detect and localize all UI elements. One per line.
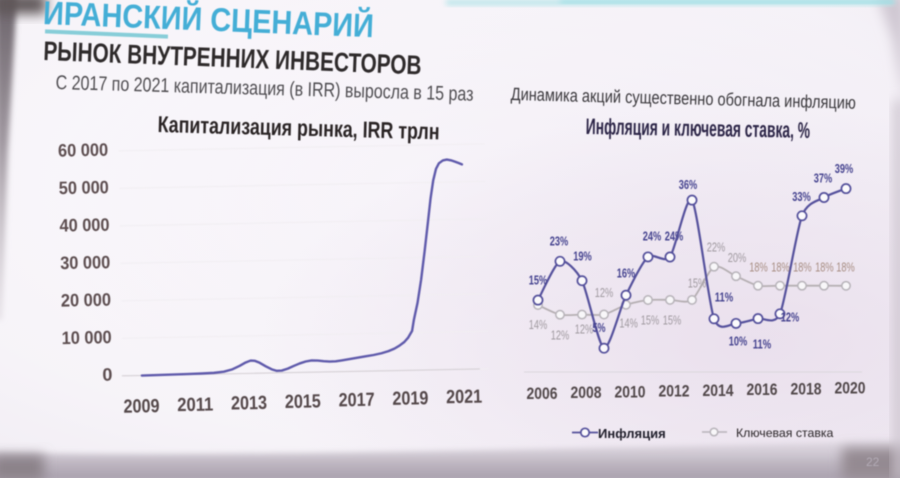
svg-text:15%: 15% [688, 276, 707, 291]
svg-text:2006: 2006 [527, 384, 558, 403]
svg-text:18%: 18% [836, 260, 855, 275]
svg-text:2018: 2018 [791, 380, 822, 399]
svg-text:60 000: 60 000 [58, 140, 108, 161]
svg-text:Инфляция: Инфляция [598, 426, 666, 441]
svg-text:20%: 20% [728, 250, 747, 265]
svg-text:2020: 2020 [835, 379, 866, 398]
svg-text:23%: 23% [550, 234, 569, 249]
svg-text:18%: 18% [771, 260, 790, 275]
svg-text:18%: 18% [749, 260, 768, 275]
svg-text:15%: 15% [641, 313, 660, 328]
svg-text:20 000: 20 000 [61, 290, 111, 311]
svg-text:2008: 2008 [571, 383, 602, 402]
svg-text:22: 22 [866, 455, 880, 469]
svg-text:12%: 12% [595, 285, 614, 300]
svg-text:2010: 2010 [615, 383, 646, 402]
svg-text:2017: 2017 [338, 390, 374, 412]
svg-text:2021: 2021 [446, 387, 483, 409]
svg-text:10 000: 10 000 [61, 327, 111, 348]
svg-text:12%: 12% [781, 310, 800, 325]
svg-text:2012: 2012 [659, 382, 690, 401]
svg-text:14%: 14% [619, 316, 638, 331]
svg-text:2011: 2011 [177, 394, 214, 416]
svg-text:2016: 2016 [747, 380, 778, 399]
svg-text:39%: 39% [835, 161, 854, 176]
svg-text:2009: 2009 [123, 396, 159, 418]
svg-text:2013: 2013 [231, 393, 267, 415]
svg-text:50 000: 50 000 [59, 177, 109, 198]
svg-text:24%: 24% [665, 229, 684, 244]
svg-text:10%: 10% [729, 334, 748, 349]
svg-text:15%: 15% [663, 313, 682, 328]
svg-text:33%: 33% [792, 189, 811, 204]
svg-text:19%: 19% [573, 249, 592, 264]
svg-text:2015: 2015 [285, 391, 322, 413]
svg-text:5%: 5% [593, 320, 606, 335]
svg-text:11%: 11% [753, 337, 772, 352]
svg-text:18%: 18% [815, 260, 834, 275]
svg-text:30 000: 30 000 [60, 252, 110, 273]
svg-text:37%: 37% [814, 171, 833, 186]
svg-text:14%: 14% [529, 317, 548, 332]
svg-text:0: 0 [102, 365, 112, 385]
svg-text:11%: 11% [715, 290, 734, 305]
svg-text:36%: 36% [679, 177, 698, 192]
svg-text:2014: 2014 [703, 381, 734, 400]
svg-text:Ключевая ставка: Ключевая ставка [736, 426, 834, 440]
svg-text:15%: 15% [529, 273, 548, 288]
svg-text:2019: 2019 [392, 388, 428, 410]
svg-text:22%: 22% [707, 239, 726, 254]
svg-text:12%: 12% [575, 322, 594, 337]
svg-text:18%: 18% [793, 260, 812, 275]
svg-text:16%: 16% [617, 266, 636, 281]
svg-text:12%: 12% [551, 328, 570, 343]
svg-text:40 000: 40 000 [59, 215, 109, 236]
svg-text:24%: 24% [643, 229, 662, 244]
